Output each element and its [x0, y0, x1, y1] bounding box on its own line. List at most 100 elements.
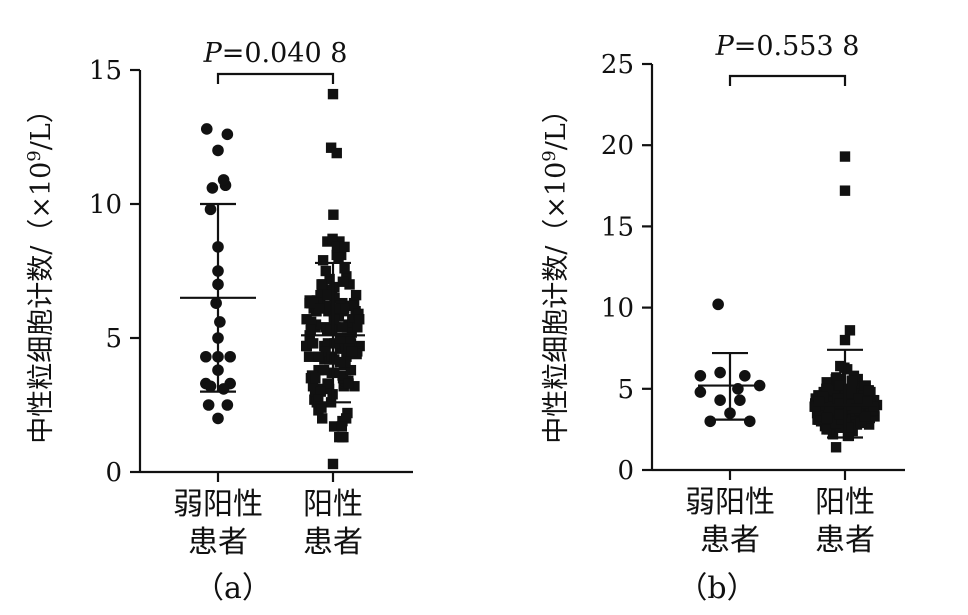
data-point	[313, 364, 324, 376]
x-tick-label-line: 阳性	[303, 487, 363, 522]
data-point	[830, 373, 842, 385]
data-point	[834, 380, 846, 391]
data-point	[210, 297, 222, 309]
x-tick-label-line: 弱阳性	[685, 485, 775, 520]
data-point	[328, 209, 339, 220]
data-point	[206, 182, 219, 194]
data-point	[217, 383, 230, 395]
x-tick-label-line: 弱阳性	[173, 487, 263, 522]
data-point	[839, 334, 851, 346]
data-point	[322, 378, 333, 389]
y-tick-label: 0	[105, 458, 122, 488]
data-point	[320, 265, 331, 277]
data-point	[341, 351, 352, 362]
data-point	[204, 380, 217, 393]
data-point	[325, 324, 337, 336]
data-point	[336, 431, 348, 443]
data-point	[863, 385, 874, 396]
y-tick-label: 15	[601, 212, 634, 242]
data-point	[694, 386, 707, 398]
x-tick-label: 阳性患者	[815, 485, 875, 558]
data-point	[303, 351, 315, 362]
p-value-number: =0.553 8	[734, 31, 860, 62]
data-point	[341, 271, 352, 282]
y-axis-label: 中性粒细胞计数/（×109/L）	[24, 96, 57, 444]
data-point	[340, 413, 352, 424]
data-point	[305, 316, 317, 328]
data-point	[307, 338, 319, 349]
p-value-letter: P	[203, 38, 223, 69]
data-point	[330, 303, 341, 314]
y-axis-label: 中性粒细胞计数/（×109/L）	[539, 96, 572, 444]
data-point	[329, 367, 340, 379]
data-point	[200, 350, 212, 363]
data-point	[859, 411, 871, 422]
data-point	[353, 308, 364, 320]
data-point	[714, 366, 726, 379]
data-point	[347, 314, 358, 325]
data-point	[344, 279, 355, 290]
data-point	[316, 402, 327, 413]
data-point	[823, 404, 835, 416]
data-point	[328, 421, 340, 432]
data-point	[325, 142, 337, 153]
data-point	[202, 399, 215, 411]
data-point	[221, 128, 234, 141]
y-tick-label: 5	[617, 375, 634, 405]
y-tick-label: 5	[105, 324, 122, 354]
y-tick-label: 0	[617, 456, 634, 486]
data-point	[868, 401, 879, 412]
panel-b: 0510152025弱阳性患者阳性患者中性粒细胞计数/（×109/L）P=0.5…	[539, 31, 905, 606]
data-point	[334, 343, 346, 354]
data-point	[835, 360, 846, 372]
data-point	[329, 292, 340, 303]
data-point	[844, 325, 856, 336]
data-point	[839, 185, 851, 196]
data-point	[846, 383, 857, 394]
data-point	[322, 289, 334, 301]
data-point	[346, 300, 358, 312]
data-point	[339, 241, 350, 253]
data-point	[317, 255, 329, 266]
data-point	[850, 403, 862, 414]
data-point	[333, 252, 344, 263]
data-point	[307, 381, 319, 392]
x-tick-label: 弱阳性患者	[173, 487, 263, 560]
data-point	[863, 419, 875, 430]
data-point	[317, 413, 328, 424]
data-point	[821, 424, 832, 435]
data-point	[712, 298, 724, 311]
y-axis-label-part: 中性粒细胞计数/（×10	[541, 162, 572, 444]
data-point	[327, 458, 339, 470]
y-tick-label: 15	[89, 56, 122, 86]
data-point	[204, 203, 217, 216]
data-point	[337, 276, 349, 287]
data-point	[334, 332, 346, 344]
data-point	[342, 407, 353, 419]
data-point	[313, 351, 324, 362]
data-point	[345, 364, 357, 376]
data-point	[212, 412, 224, 425]
data-point	[830, 442, 842, 453]
data-point	[343, 378, 354, 389]
panel-caption: （a）	[194, 571, 272, 606]
data-point	[862, 396, 873, 407]
y-tick-label: 25	[601, 50, 634, 80]
y-axis-label-superscript: 9	[539, 150, 560, 161]
data-point	[821, 412, 833, 424]
data-point	[714, 394, 726, 406]
data-point	[354, 314, 365, 325]
data-point	[329, 354, 340, 365]
significance-bracket	[216, 72, 335, 84]
data-point	[694, 370, 707, 382]
data-point	[224, 350, 236, 363]
data-point	[323, 383, 335, 395]
x-tick-label: 阳性患者	[303, 487, 363, 560]
data-point	[310, 373, 321, 384]
data-point	[704, 415, 717, 428]
x-tick-label-line: 阳性	[815, 485, 875, 520]
x-tick-label-line: 患者	[188, 525, 248, 560]
data-point	[830, 417, 841, 429]
